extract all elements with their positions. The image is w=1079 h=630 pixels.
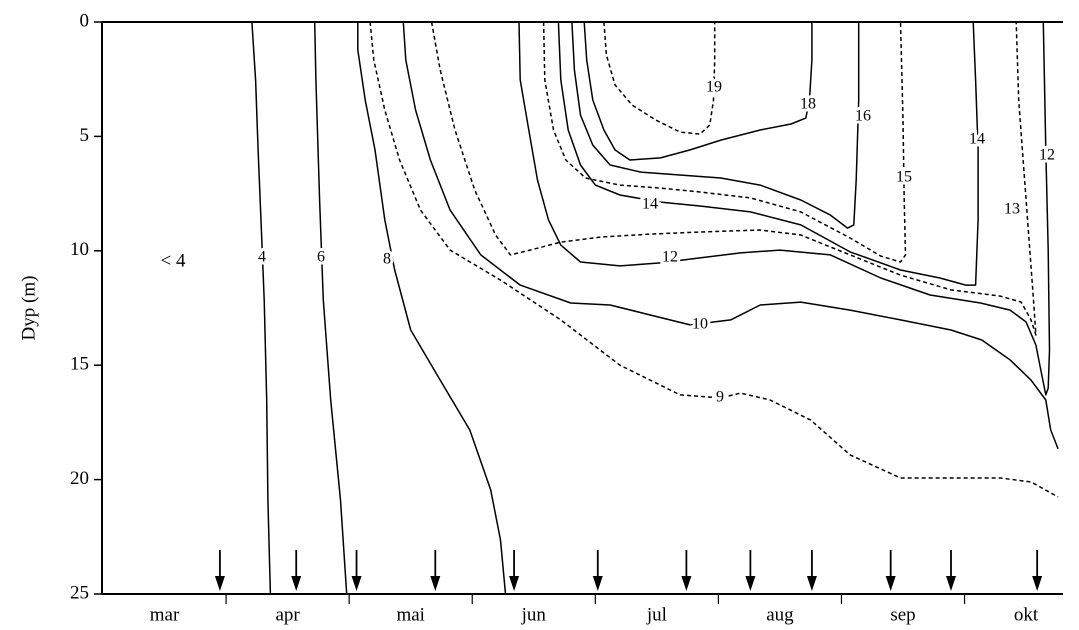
x-tick-label: mar: [150, 604, 180, 625]
sampling-arrow: [885, 550, 896, 591]
contour-label: 8: [383, 251, 391, 268]
contour-label: 9: [716, 389, 724, 406]
contour-label: 15: [896, 169, 912, 186]
contour-label: 13: [1004, 201, 1020, 218]
sampling-arrow: [946, 550, 956, 591]
sampling-arrow: [745, 550, 756, 591]
contour-line-dashed: [603, 21, 716, 135]
sampling-arrow: [806, 550, 817, 591]
contour-line-dashed: [430, 21, 1037, 336]
x-tick-label: apr: [275, 604, 300, 625]
x-tick-label: jun: [521, 604, 547, 625]
contour-line: [557, 21, 979, 286]
contour-line-dashed: [369, 21, 1059, 498]
annotation: < 4: [161, 250, 186, 271]
contour-line: [357, 22, 507, 595]
x-tick-label: okt: [1014, 604, 1039, 625]
x-tick-label: mai: [396, 604, 425, 625]
sampling-arrow: [214, 550, 225, 591]
contour-label: 6: [317, 249, 325, 266]
y-axis-label: Dyp (m): [18, 276, 39, 341]
contour-line: [583, 21, 813, 161]
contour-label: 4: [258, 249, 266, 266]
contour-label: 14: [969, 131, 985, 148]
y-tick-label: 5: [80, 125, 90, 146]
contour-line: [571, 21, 860, 229]
contour-line: [313, 21, 348, 595]
contour-label: 12: [662, 249, 678, 266]
y-tick-label: 0: [80, 10, 90, 31]
sampling-arrow: [291, 550, 302, 591]
sampling-arrow: [592, 550, 603, 591]
sampling-arrow: [509, 550, 520, 591]
contour-line-dashed: [542, 21, 907, 263]
contour-label: 19: [706, 79, 722, 96]
x-tick-label: sep: [890, 604, 915, 625]
contour-label: 14: [642, 196, 658, 213]
contour-label: 10: [692, 316, 708, 333]
contour-label: 18: [800, 96, 816, 113]
contour-label: 16: [855, 108, 871, 125]
contour-label: 12: [1039, 147, 1055, 164]
y-tick-label: 20: [70, 468, 89, 489]
y-tick-label: 10: [70, 239, 89, 260]
sampling-arrow: [430, 550, 441, 591]
y-tick-label: 15: [70, 354, 89, 375]
x-tick-label: jul: [646, 604, 667, 625]
contour-line: [251, 21, 272, 595]
y-tick-label: 25: [70, 582, 89, 603]
sampling-arrow: [681, 550, 692, 591]
contour-line: [518, 21, 1051, 396]
sampling-arrow: [1032, 550, 1043, 591]
x-tick-label: aug: [766, 604, 794, 625]
sampling-arrow: [351, 550, 362, 591]
contour-line: [402, 21, 1059, 450]
